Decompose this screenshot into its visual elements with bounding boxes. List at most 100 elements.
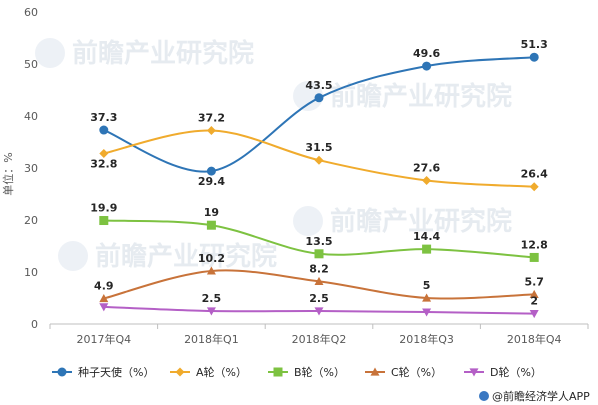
- data-point: [422, 61, 432, 71]
- data-label: 14.4: [413, 230, 440, 243]
- data-point: [422, 244, 432, 254]
- data-point: [314, 276, 324, 285]
- data-label: 10.2: [198, 252, 225, 265]
- y-tick-label: 0: [31, 318, 38, 331]
- data-point: [99, 303, 109, 312]
- data-point: [99, 125, 109, 135]
- x-tick-label: 2018年Q4: [507, 332, 562, 346]
- data-label: 26.4: [521, 168, 548, 181]
- data-point: [314, 249, 324, 259]
- legend-label: D轮（%）: [490, 365, 542, 379]
- x-tick-label: 2018年Q2: [292, 332, 347, 346]
- data-label: 2.5: [309, 292, 329, 305]
- data-labels: 37.3 29.4 43.5 49.6 51.3 32.8 37.2 31.5 27.6 26.4…: [90, 38, 548, 307]
- data-label: 8.2: [309, 262, 329, 275]
- legend-marker-icon: [57, 367, 67, 377]
- y-tick-label: 50: [24, 58, 38, 71]
- y-tick-label: 30: [24, 162, 38, 175]
- series-3: [99, 266, 539, 303]
- watermark-logo-icon: [293, 81, 323, 111]
- data-point: [314, 155, 324, 165]
- data-label: 32.8: [90, 157, 117, 170]
- data-point: [206, 166, 216, 176]
- data-point: [422, 293, 432, 302]
- data-label: 13.5: [305, 235, 332, 248]
- legend-label: C轮（%）: [391, 365, 442, 379]
- data-point: [529, 289, 539, 298]
- y-axis-title: 单位：%: [1, 152, 15, 195]
- data-label: 2.5: [202, 292, 222, 305]
- legend-marker-icon: [175, 367, 185, 377]
- data-point: [422, 175, 432, 185]
- source-logo-icon: [479, 391, 489, 401]
- data-point: [99, 294, 109, 303]
- series-0: [99, 52, 539, 176]
- watermark-text: 前瞻产业研究院: [330, 81, 512, 112]
- watermark-logo-icon: [293, 206, 323, 236]
- legend-marker-icon: [469, 368, 479, 377]
- watermark: 前瞻产业研究院: [58, 241, 277, 272]
- legend-item: B轮（%）: [268, 365, 345, 379]
- data-point: [206, 220, 216, 230]
- y-tick-label: 10: [24, 266, 38, 279]
- series-1: [99, 126, 539, 192]
- y-tick-label: 40: [24, 110, 38, 123]
- legend-item: A轮（%）: [170, 365, 247, 379]
- data-point: [422, 308, 432, 317]
- data-point: [206, 266, 216, 275]
- watermark: 前瞻产业研究院: [293, 81, 512, 112]
- legend: 种子天使（%） A轮（%） B轮（%） C轮（%） D轮（%）: [52, 365, 542, 379]
- data-point: [99, 148, 109, 158]
- watermark: 前瞻产业研究院: [293, 206, 512, 237]
- data-label: 4.9: [94, 280, 114, 293]
- data-label: 12.8: [521, 238, 548, 251]
- data-point: [206, 307, 216, 316]
- data-point: [529, 310, 539, 319]
- axes: 0 10 20 30 40 50 60 2017年Q4 2018年Q1 2018年Q2 2018年Q…: [1, 6, 589, 346]
- data-label: 5: [423, 279, 431, 292]
- x-tick-label: 2018年Q3: [399, 332, 454, 346]
- series-line: [103, 56, 535, 173]
- watermark-logo-icon: [58, 241, 88, 271]
- data-point: [529, 52, 539, 62]
- legend-item: 种子天使（%）: [52, 365, 154, 379]
- data-label: 27.6: [413, 161, 440, 174]
- data-label: 37.3: [90, 111, 117, 124]
- y-tick-label: 60: [24, 6, 38, 19]
- data-label: 31.5: [305, 141, 332, 154]
- data-point: [99, 216, 109, 226]
- series-2: [99, 216, 539, 262]
- data-point: [529, 182, 539, 192]
- legend-label: B轮（%）: [294, 365, 345, 379]
- watermark-text: 前瞻产业研究院: [330, 206, 512, 237]
- watermark-text: 前瞻产业研究院: [72, 38, 254, 69]
- legend-marker-icon: [370, 367, 380, 376]
- data-label: 19: [204, 206, 219, 219]
- data-label: 19.9: [90, 202, 117, 215]
- legend-item: C轮（%）: [365, 365, 442, 379]
- data-point: [206, 126, 216, 136]
- source-attribution: @前瞻经济学人APP: [479, 389, 590, 403]
- legend-item: D轮（%）: [464, 365, 542, 379]
- legend-label: A轮（%）: [196, 365, 247, 379]
- data-label: 37.2: [198, 112, 225, 125]
- data-label: 2: [530, 295, 538, 308]
- watermark: 前瞻产业研究院: [35, 38, 254, 69]
- data-label: 5.7: [524, 275, 544, 288]
- watermark-text: 前瞻产业研究院: [95, 241, 277, 272]
- legend-label: 种子天使（%）: [78, 365, 154, 379]
- data-point: [314, 307, 324, 316]
- data-label: 49.6: [413, 47, 440, 60]
- data-label: 51.3: [521, 38, 548, 51]
- series-4: [99, 303, 539, 319]
- legend-marker-icon: [273, 367, 283, 377]
- data-point: [529, 252, 539, 262]
- x-tick-label: 2017年Q4: [76, 332, 131, 346]
- series-layer: [99, 52, 539, 319]
- data-label: 43.5: [305, 79, 332, 92]
- data-label: 29.4: [198, 175, 225, 188]
- watermark-logo-icon: [35, 38, 65, 68]
- x-tick-label: 2018年Q1: [184, 332, 239, 346]
